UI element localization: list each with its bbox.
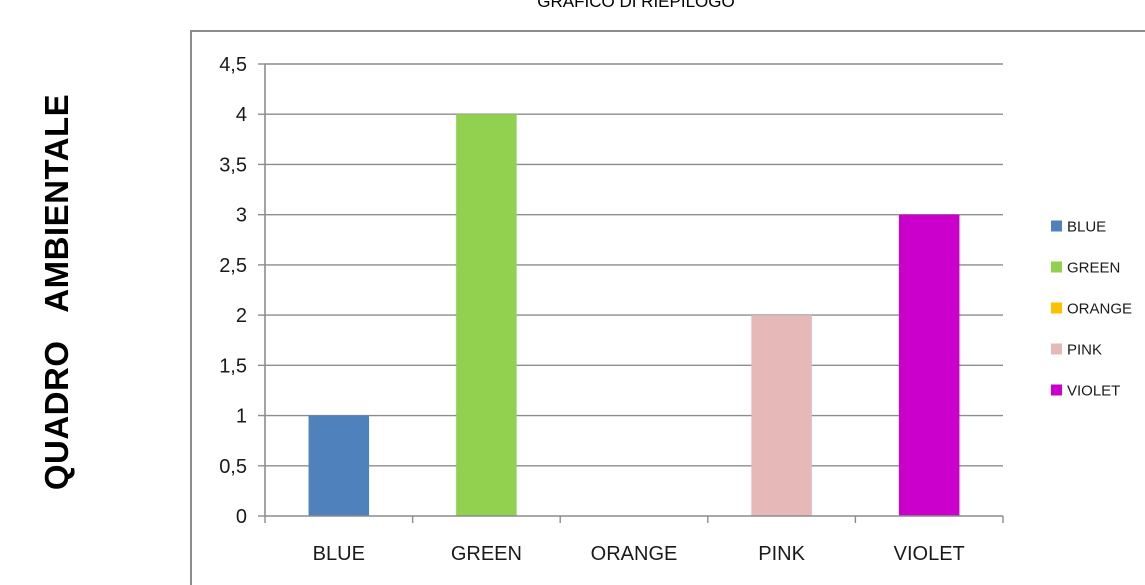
- y-tick-label: 2: [236, 305, 247, 327]
- legend-label: BLUE: [1067, 219, 1106, 236]
- y-tick-label: 1: [236, 406, 247, 428]
- x-category-label: GREEN: [451, 543, 522, 565]
- bars: [308, 114, 960, 516]
- legend-label: PINK: [1067, 342, 1102, 359]
- x-category-labels: BLUE GREEN ORANGE PINK VIOLET: [313, 543, 965, 565]
- y-tick-labels: 0 0,5 1 1,5 2 2,5 3 3,5 4 4,5: [219, 54, 247, 528]
- bar-green: [456, 114, 517, 516]
- legend-label: GREEN: [1067, 260, 1120, 277]
- y-tick-label: 1,5: [219, 355, 247, 377]
- legend-swatch: [1051, 220, 1062, 232]
- y-tick-label: 4: [236, 104, 247, 126]
- axes: [258, 63, 1004, 523]
- y-tick-label: 0,5: [219, 456, 247, 478]
- x-category-label: BLUE: [313, 543, 365, 565]
- legend-swatch: [1051, 343, 1062, 355]
- legend: BLUE GREEN ORANGE PINK VIOLET: [1051, 219, 1132, 400]
- y-tick-label: 0: [236, 506, 247, 528]
- legend-swatch: [1051, 384, 1062, 396]
- legend-swatch: [1051, 261, 1062, 273]
- x-category-label: PINK: [758, 543, 805, 565]
- bar-blue: [308, 415, 370, 516]
- bar-violet: [898, 214, 960, 516]
- x-category-label: ORANGE: [591, 543, 678, 565]
- y-tick-label: 2,5: [219, 255, 247, 277]
- legend-swatch: [1051, 302, 1062, 314]
- chart-title: GRAFICO DI RIEPILOGO: [537, 0, 734, 11]
- y-tick-label: 3,5: [219, 154, 247, 176]
- gridlines: [265, 63, 1003, 467]
- x-category-label: VIOLET: [894, 543, 965, 565]
- y-tick-label: 4,5: [219, 54, 247, 76]
- legend-label: VIOLET: [1067, 383, 1120, 400]
- bar-pink: [751, 315, 812, 516]
- y-tick-label: 3: [236, 205, 247, 227]
- legend-label: ORANGE: [1067, 301, 1132, 318]
